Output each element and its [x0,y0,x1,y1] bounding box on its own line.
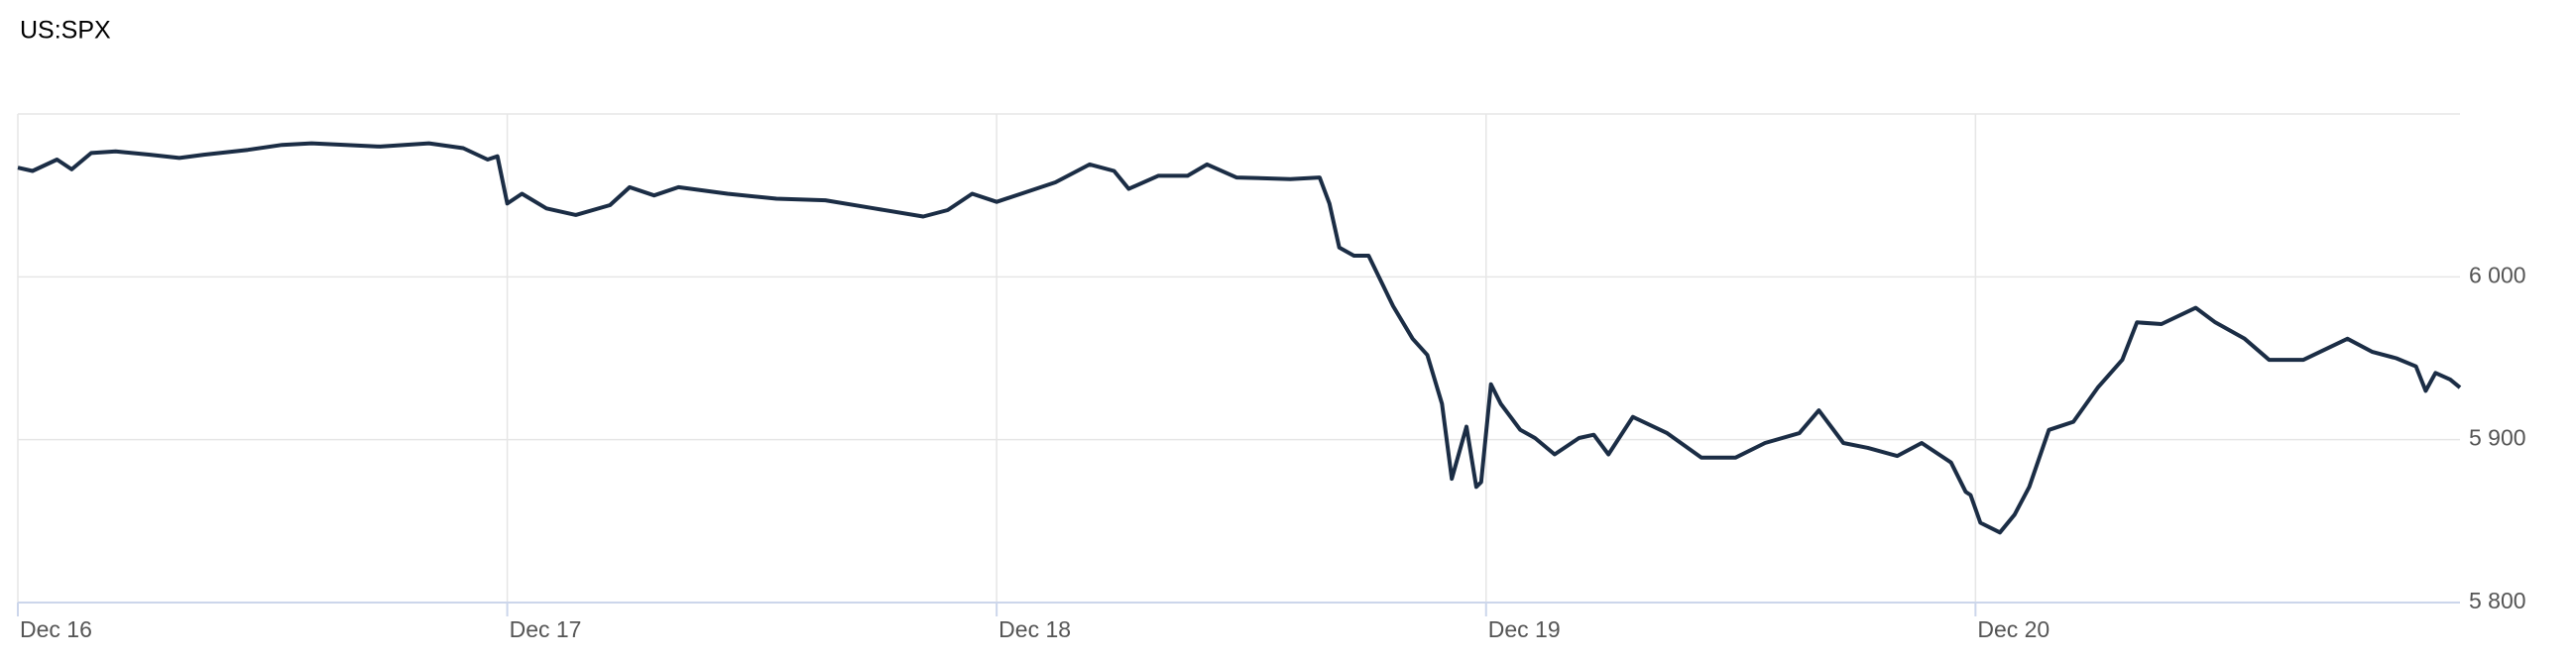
x-tick-label: Dec 17 [510,616,582,642]
x-tick-label: Dec 19 [1488,616,1561,642]
y-tick-label: 5 900 [2469,425,2526,451]
y-tick-label: 5 800 [2469,588,2526,613]
x-tick-label: Dec 20 [1977,616,2049,642]
chart-title: US:SPX [20,17,111,45]
x-tick-label: Dec 18 [998,616,1071,642]
y-tick-label: 6 000 [2469,262,2526,287]
x-tick-label: Dec 16 [20,616,92,642]
price-line [17,141,2462,535]
